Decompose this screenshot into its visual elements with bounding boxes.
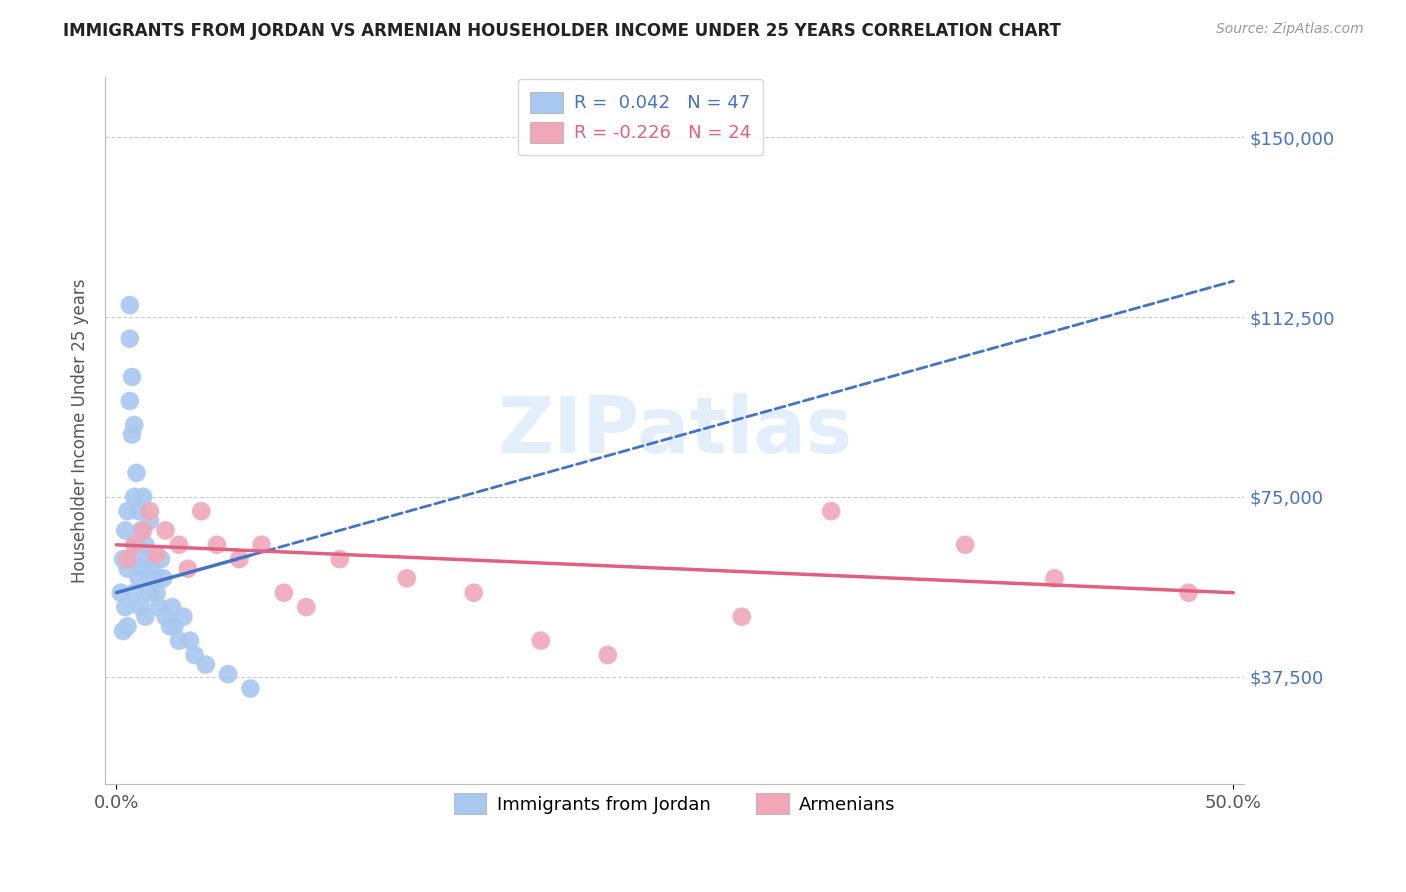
Point (121, 427, 143, 442)
Point (159, 619, 181, 633)
Point (148, 600, 170, 615)
Point (139, 504, 162, 518)
Point (118, 298, 141, 312)
Point (190, 504, 212, 518)
Y-axis label: Householder Income Under 25 years: Householder Income Under 25 years (72, 278, 89, 583)
Text: Source: ZipAtlas.com: Source: ZipAtlas.com (1216, 22, 1364, 37)
Point (329, 552, 352, 566)
Point (1177, 585, 1199, 599)
Point (128, 504, 150, 518)
Point (167, 538, 190, 552)
Point (152, 571, 174, 585)
Point (167, 633, 190, 648)
Point (250, 538, 273, 552)
Point (117, 552, 139, 566)
Point (141, 562, 163, 576)
Point (117, 562, 139, 576)
Point (295, 600, 318, 615)
Point (395, 571, 418, 585)
Point (228, 552, 250, 566)
Point (239, 681, 262, 696)
Point (143, 571, 166, 585)
Point (125, 538, 148, 552)
Point (194, 657, 217, 672)
Point (129, 524, 152, 538)
Point (217, 667, 239, 681)
Point (160, 600, 183, 615)
Text: ZIPatlas: ZIPatlas (498, 393, 852, 469)
Point (177, 562, 200, 576)
Point (134, 609, 156, 624)
Point (134, 538, 156, 552)
Point (112, 552, 135, 566)
Point (139, 514, 162, 528)
Point (121, 370, 143, 384)
Point (118, 332, 141, 346)
Point (139, 585, 162, 599)
Text: IMMIGRANTS FROM JORDAN VS ARMENIAN HOUSEHOLDER INCOME UNDER 25 YEARS CORRELATION: IMMIGRANTS FROM JORDAN VS ARMENIAN HOUSE… (63, 22, 1062, 40)
Point (150, 552, 173, 566)
Point (463, 585, 485, 599)
Point (155, 524, 177, 538)
Point (114, 524, 136, 538)
Point (953, 538, 976, 552)
Point (596, 648, 619, 662)
Point (205, 538, 228, 552)
Point (112, 624, 135, 638)
Point (132, 562, 155, 576)
Point (122, 417, 145, 432)
Point (1043, 571, 1066, 585)
Point (179, 633, 201, 648)
Point (731, 609, 754, 624)
Point (125, 466, 148, 480)
Legend: Immigrants from Jordan, Armenians: Immigrants from Jordan, Armenians (443, 782, 907, 825)
Point (121, 552, 143, 566)
Point (155, 609, 177, 624)
Point (273, 585, 295, 599)
Point (163, 619, 186, 633)
Point (145, 547, 167, 561)
Point (172, 609, 194, 624)
Point (132, 524, 155, 538)
Point (114, 600, 136, 615)
Point (530, 633, 553, 648)
Point (820, 504, 842, 518)
Point (122, 538, 145, 552)
Point (117, 504, 139, 518)
Point (132, 490, 155, 504)
Point (145, 585, 167, 599)
Point (129, 600, 152, 615)
Point (122, 490, 145, 504)
Point (122, 585, 145, 599)
Point (128, 571, 150, 585)
Point (183, 648, 205, 662)
Point (136, 552, 159, 566)
Point (117, 619, 139, 633)
Point (110, 585, 132, 599)
Point (118, 394, 141, 409)
